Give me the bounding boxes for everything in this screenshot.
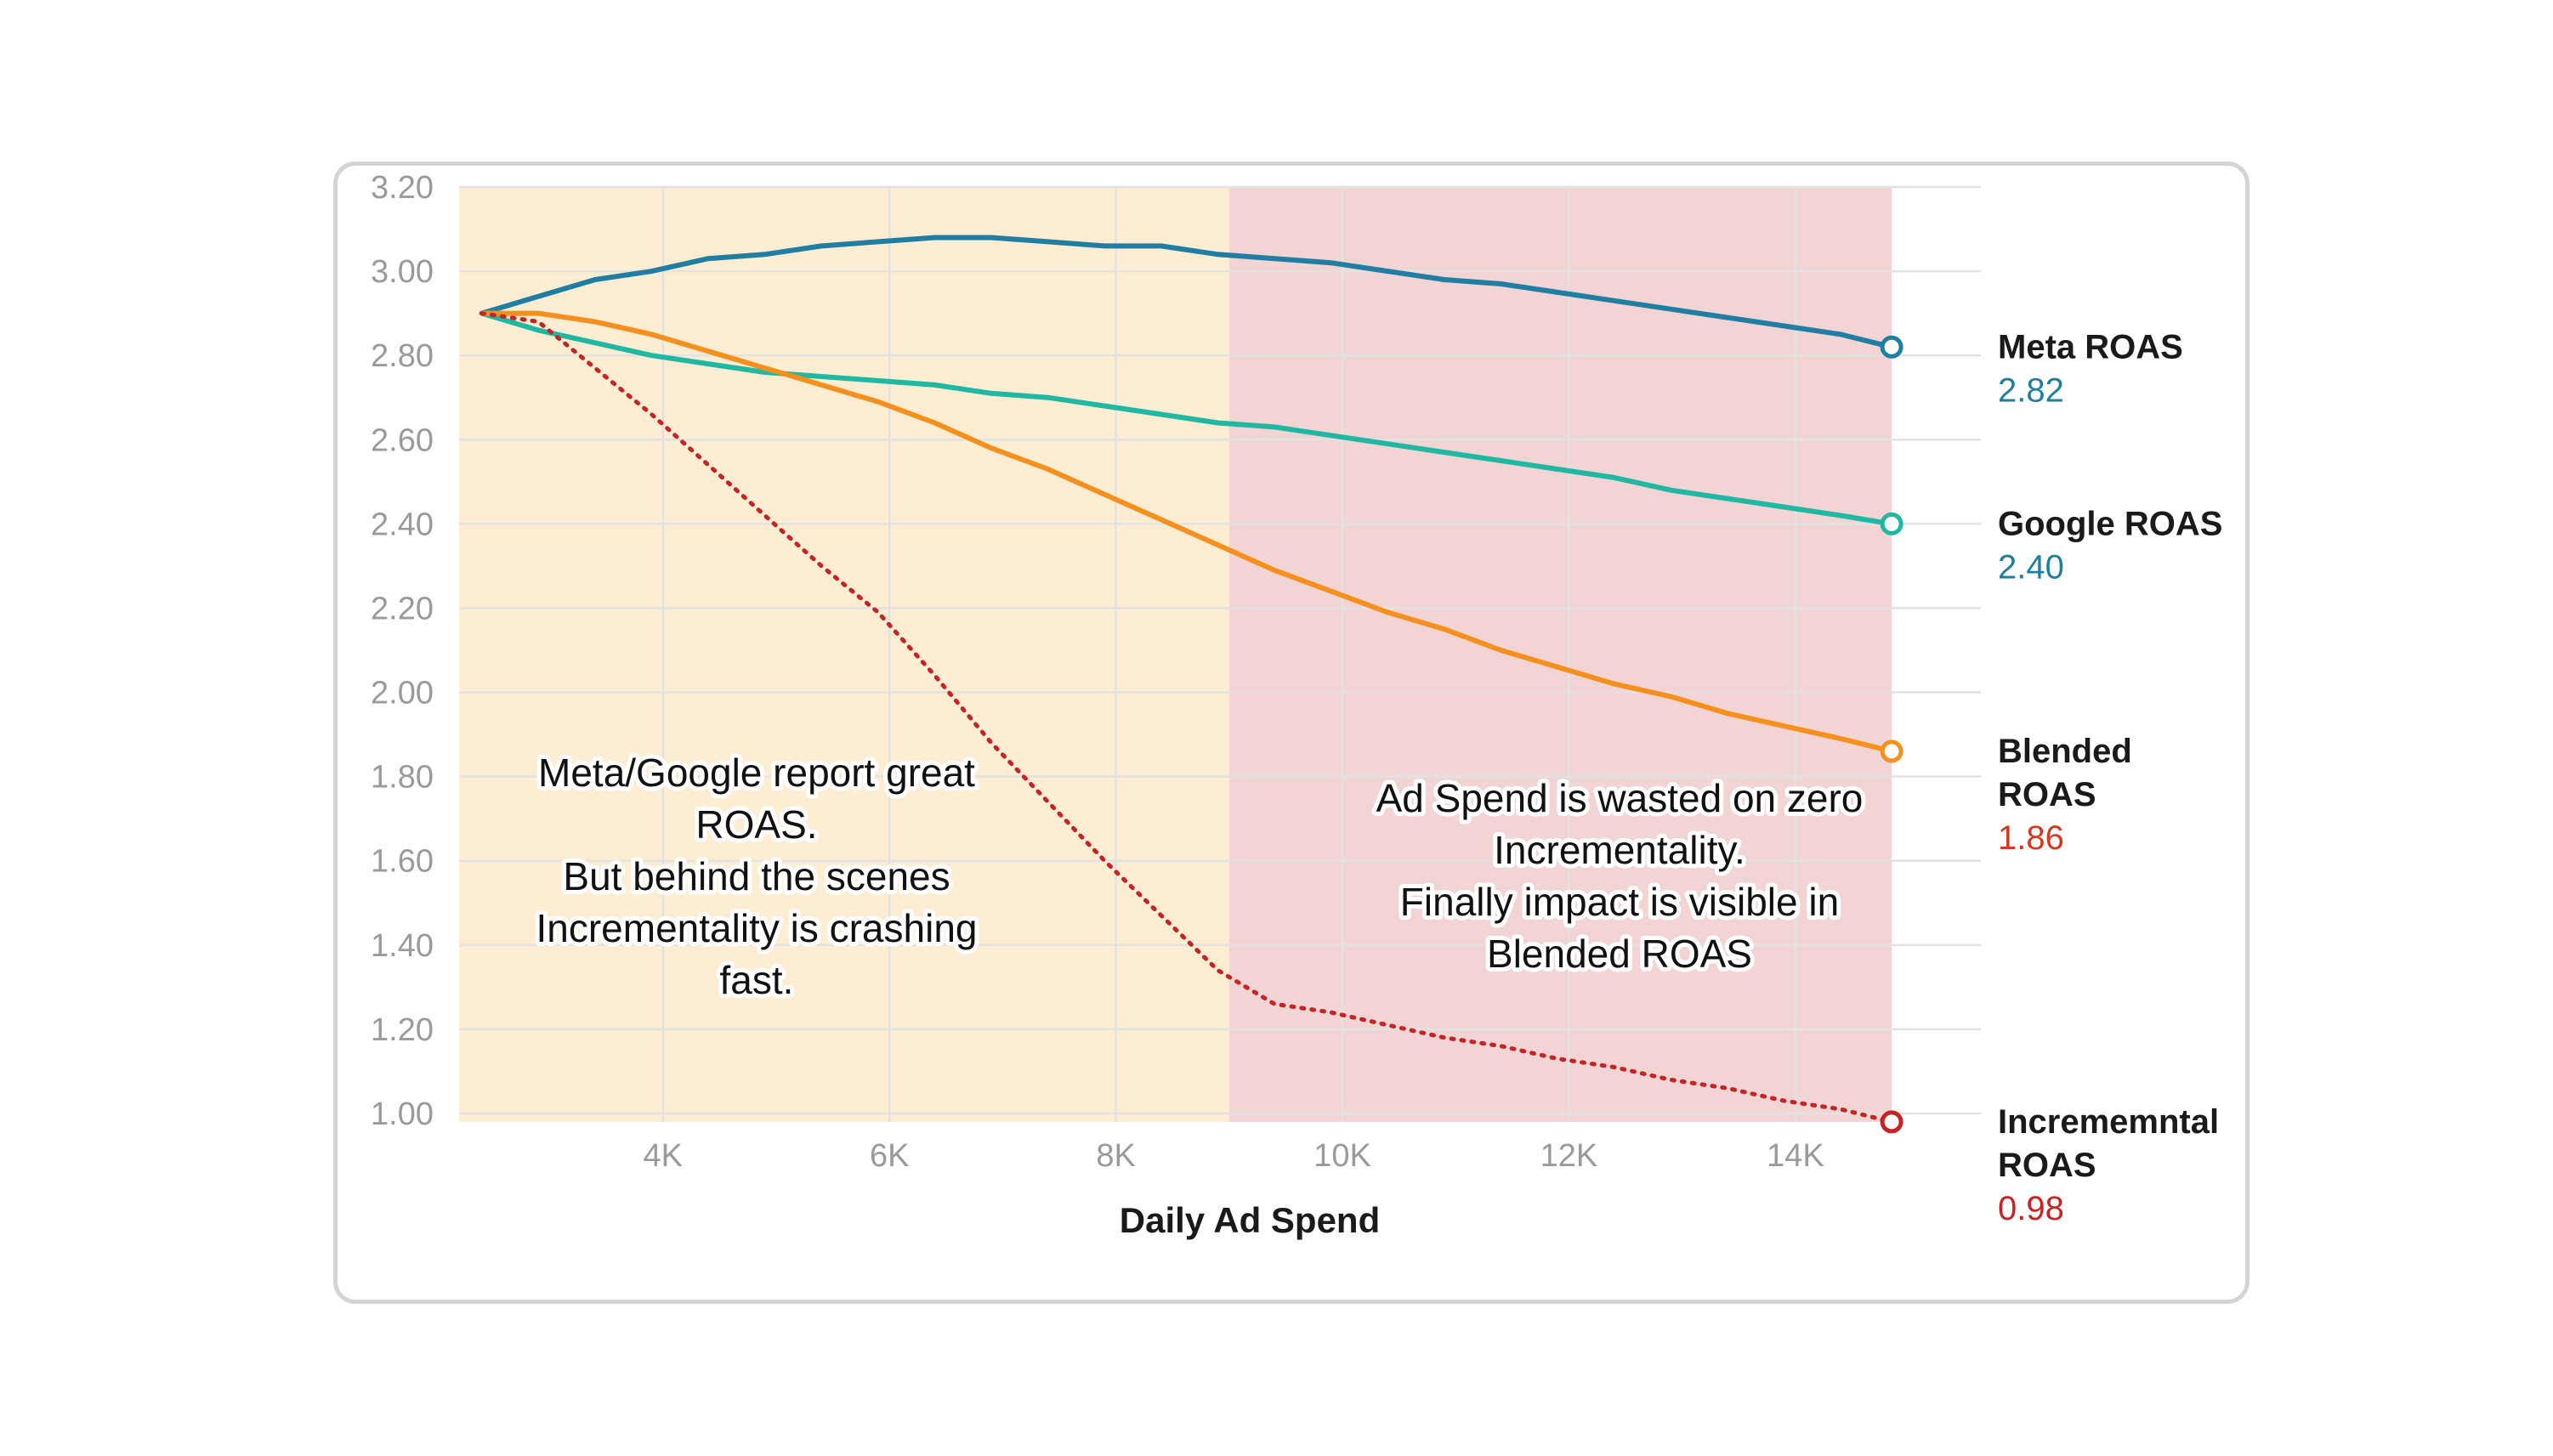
series-end-labels: Meta ROAS 2.82 Google ROAS 2.40 Blended ROAS 1… — [1998, 328, 2222, 1227]
annotation-line: Incrementality is crashing — [536, 906, 978, 950]
series-end-marker-4 — [1880, 1110, 1903, 1134]
annotation-line: Ad Spend is wasted on zero — [1376, 776, 1864, 820]
y-tick-label: 2.00 — [371, 676, 434, 711]
series-end-value: 0.98 — [1998, 1190, 2064, 1227]
annotation-line: fast. — [720, 958, 794, 1002]
series-line-2 — [479, 310, 1895, 527]
series-label: ROAS — [1998, 1147, 2096, 1184]
y-tick-label: 1.60 — [371, 844, 434, 880]
gridlines — [459, 185, 1981, 1122]
series-label: ROAS — [1998, 776, 2096, 813]
annotations: Meta/Google report great ROAS. But behind … — [532, 746, 1868, 1006]
series-end-value: 1.86 — [1998, 819, 2064, 857]
series-end-marker-2 — [1880, 512, 1903, 535]
x-tick-label: 12K — [1540, 1138, 1598, 1174]
series-lines — [479, 235, 1903, 1134]
x-tick-label: 4K — [644, 1138, 683, 1174]
x-tick-label: 10K — [1313, 1138, 1371, 1174]
series-label: Meta ROAS — [1998, 328, 2183, 365]
series-end-marker-3 — [1880, 739, 1903, 763]
x-axis-ticks: 4K 6K 8K 10K 12K 14K — [644, 1138, 1824, 1174]
series-end-marker-1 — [1880, 335, 1903, 359]
x-tick-label: 8K — [1096, 1138, 1135, 1174]
x-tick-label: 14K — [1767, 1138, 1824, 1174]
y-tick-label: 3.20 — [371, 170, 434, 206]
annotation-line: Meta/Google report great — [538, 751, 975, 795]
series-line-1 — [479, 235, 1895, 350]
shaded-regions — [459, 187, 1892, 1122]
series-label: Blended — [1998, 733, 2132, 770]
annotation-line: But behind the scenes — [563, 854, 950, 898]
annotation-line: ROAS. — [695, 802, 817, 847]
series-end-value: 2.82 — [1998, 371, 2064, 409]
series-label: Google ROAS — [1998, 505, 2222, 542]
x-tick-label: 6K — [870, 1138, 909, 1174]
series-line-4 — [479, 311, 1894, 1125]
series-end-value: 2.40 — [1998, 548, 2064, 586]
y-tick-label: 2.40 — [371, 507, 434, 542]
y-tick-label: 1.00 — [371, 1096, 434, 1132]
annotation-line: Incrementality. — [1494, 828, 1745, 872]
y-tick-label: 1.80 — [371, 760, 434, 796]
y-tick-label: 2.80 — [371, 338, 434, 374]
series-label: Incrememntal — [1998, 1103, 2219, 1141]
annotation-line: Finally impact is visible in — [1400, 880, 1839, 924]
y-axis-ticks: 1.00 1.20 1.40 1.60 1.80 2.00 2.20 2.40 2.60 2.80… — [371, 170, 434, 1132]
y-tick-label: 2.20 — [371, 591, 434, 626]
y-tick-label: 1.40 — [371, 928, 434, 964]
shaded-region-1 — [459, 187, 1229, 1122]
y-tick-label: 3.00 — [371, 254, 434, 290]
y-tick-label: 1.20 — [371, 1012, 434, 1048]
series-line-3 — [479, 310, 1895, 754]
annotation-line: Blended ROAS — [1487, 932, 1752, 976]
y-tick-label: 2.60 — [371, 422, 434, 458]
x-axis-title: Daily Ad Spend — [1120, 1200, 1381, 1240]
shaded-region-2 — [1228, 187, 1892, 1122]
